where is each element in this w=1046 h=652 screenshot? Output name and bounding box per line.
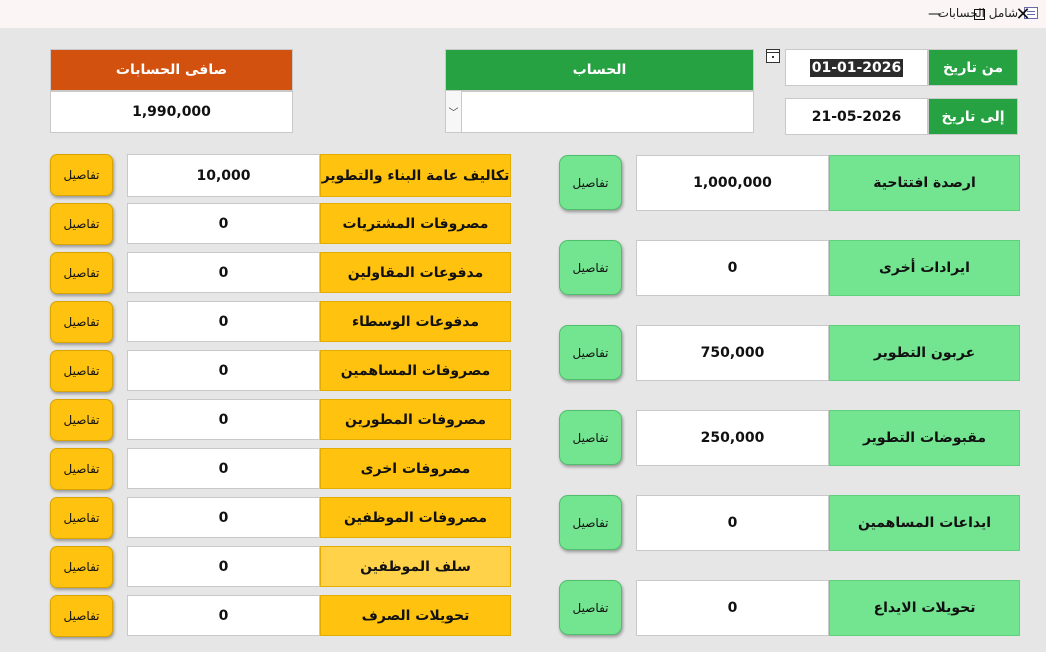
from-date-label: من تاريخ (928, 49, 1018, 86)
income-value: 250,000 (636, 410, 829, 466)
from-date-field[interactable]: 01-01-2026 (785, 49, 928, 86)
details-button[interactable]: تفاصيل (50, 497, 113, 539)
form-icon (1024, 7, 1038, 19)
income-label: ايرادات أخرى (829, 240, 1020, 296)
net-accounts-value: 1,990,000 (50, 91, 293, 133)
close-button[interactable]: ✕ (1015, 3, 1031, 25)
details-button[interactable]: تفاصيل (559, 580, 622, 635)
details-button[interactable]: تفاصيل (559, 410, 622, 465)
expense-label: مصروفات المطورين (320, 399, 511, 440)
from-date-text: 01-01-2026 (809, 58, 904, 77)
details-button[interactable]: تفاصيل (559, 155, 622, 210)
income-label: تحويلات الايداع (829, 580, 1020, 636)
details-button[interactable]: تفاصيل (50, 595, 113, 637)
details-button[interactable]: تفاصيل (50, 154, 113, 196)
expense-value: 10,000 (127, 154, 320, 197)
income-value: 0 (636, 580, 829, 636)
minimize-button[interactable]: — (928, 6, 942, 22)
title-bar (0, 0, 1046, 28)
income-label: ارصدة افتتاحية (829, 155, 1020, 211)
details-button[interactable]: تفاصيل (559, 325, 622, 380)
details-button[interactable]: تفاصيل (559, 495, 622, 550)
income-value: 750,000 (636, 325, 829, 381)
expense-value: 0 (127, 203, 320, 244)
expense-value: 0 (127, 497, 320, 538)
expense-label: مصروفات الموظفين (320, 497, 511, 538)
income-label: عربون التطوير (829, 325, 1020, 381)
expense-value: 0 (127, 301, 320, 342)
expense-value: 0 (127, 546, 320, 587)
details-button[interactable]: تفاصيل (50, 350, 113, 392)
expense-value: 0 (127, 252, 320, 293)
expense-label: تكاليف عامة البناء والتطوير (320, 154, 511, 197)
expense-label: سلف الموظفين (320, 546, 511, 587)
details-button[interactable]: تفاصيل (50, 448, 113, 490)
window-title: شامل الحسابات (937, 6, 1018, 20)
to-date-label: إلى تاريخ (928, 98, 1018, 135)
income-value: 0 (636, 495, 829, 551)
account-label: الحساب (445, 49, 754, 91)
account-combobox[interactable] (445, 91, 754, 133)
expense-label: مدفوعات المقاولين (320, 252, 511, 293)
income-value: 0 (636, 240, 829, 296)
details-button[interactable]: تفاصيل (50, 301, 113, 343)
expense-label: مصروفات اخرى (320, 448, 511, 489)
net-accounts-label: صافى الحسابات (50, 49, 293, 91)
expense-label: مصروفات المشتريات (320, 203, 511, 244)
calendar-icon[interactable] (766, 49, 780, 63)
to-date-field[interactable]: 21-05-2026 (785, 98, 928, 135)
expense-label: تحويلات الصرف (320, 595, 511, 636)
chevron-down-icon[interactable]: ﹀ (446, 91, 462, 132)
income-label: ايداعات المساهمين (829, 495, 1020, 551)
details-button[interactable]: تفاصيل (559, 240, 622, 295)
expense-value: 0 (127, 448, 320, 489)
details-button[interactable]: تفاصيل (50, 399, 113, 441)
details-button[interactable]: تفاصيل (50, 252, 113, 294)
expense-label: مصروفات المساهمين (320, 350, 511, 391)
expense-label: مدفوعات الوسطاء (320, 301, 511, 342)
maximize-icon (973, 8, 985, 20)
income-value: 1,000,000 (636, 155, 829, 211)
details-button[interactable]: تفاصيل (50, 203, 113, 245)
expense-value: 0 (127, 595, 320, 636)
income-label: مقبوضات التطوير (829, 410, 1020, 466)
expense-value: 0 (127, 350, 320, 391)
maximize-button[interactable] (956, 0, 1002, 28)
expense-value: 0 (127, 399, 320, 440)
details-button[interactable]: تفاصيل (50, 546, 113, 588)
